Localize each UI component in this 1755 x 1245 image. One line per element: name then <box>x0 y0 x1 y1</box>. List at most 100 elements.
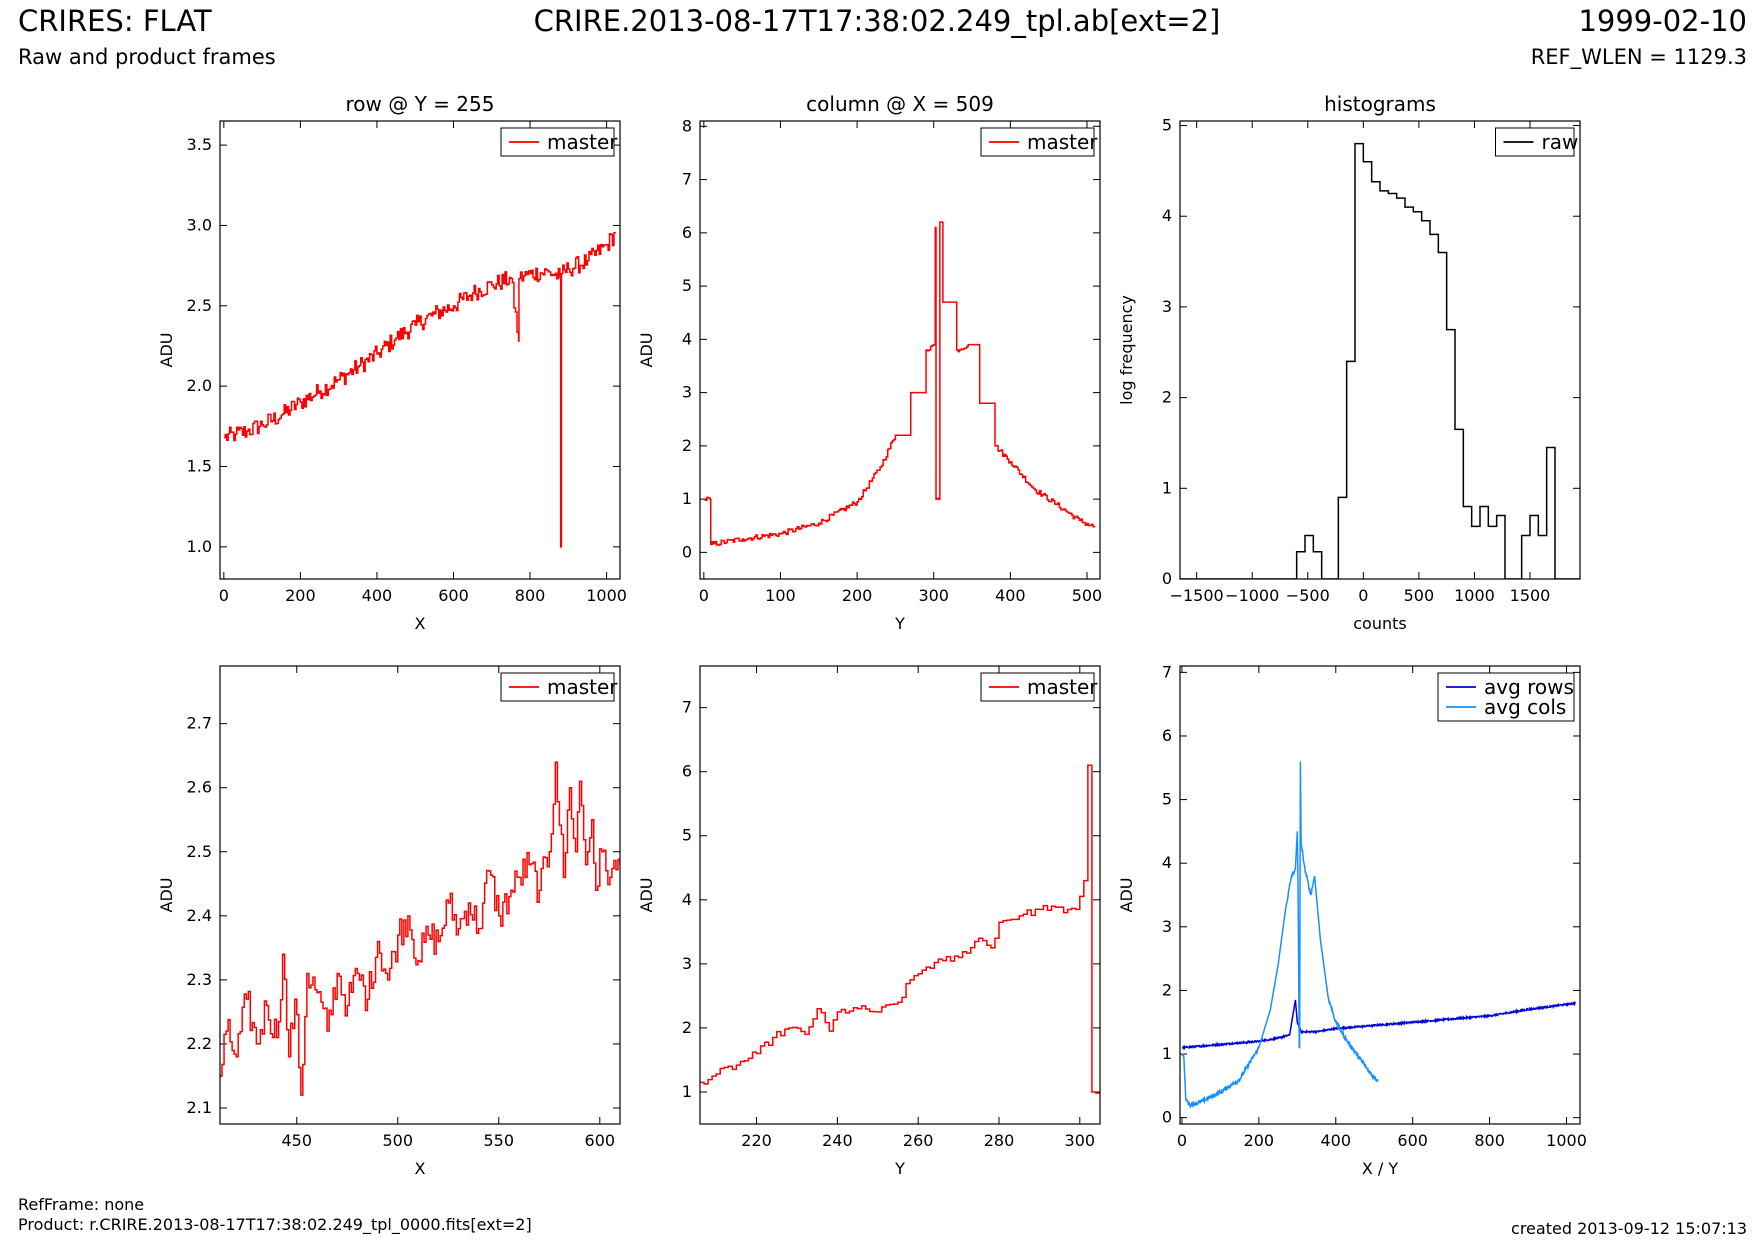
ref-wlen: REF_WLEN = 1129.3 <box>1530 45 1747 69</box>
x-tick-label: 200 <box>1244 1131 1275 1150</box>
y-tick-label: 2 <box>682 436 692 455</box>
x-tick-label: 100 <box>765 586 796 605</box>
y-tick-label: 2.5 <box>187 296 212 315</box>
y-tick-label: 3 <box>682 383 692 402</box>
legend-entry: master <box>1027 130 1098 154</box>
y-tick-label: 4 <box>682 329 692 348</box>
y-tick-label: 2.0 <box>187 376 212 395</box>
plot-title: column @ X = 509 <box>806 92 994 116</box>
y-axis-label: ADU <box>157 878 176 913</box>
plot-area <box>700 764 1100 1094</box>
plot-area <box>1180 142 1580 579</box>
y-tick-label: 6 <box>682 762 692 781</box>
series-line <box>700 764 1100 1094</box>
y-tick-label: 3.5 <box>187 135 212 154</box>
x-tick-label: 1000 <box>1454 586 1495 605</box>
y-tick-label: 5 <box>682 826 692 845</box>
legend: master <box>980 672 1098 702</box>
x-tick-label: 400 <box>1320 1131 1351 1150</box>
x-tick-label: 550 <box>484 1131 515 1150</box>
x-axis-label: counts <box>1353 614 1406 633</box>
chart-col-zoom: Y ADU 220 240 260 280 300 1 2 3 4 5 6 7 master <box>637 665 1101 1178</box>
legend: master <box>500 672 618 702</box>
x-tick-label: 600 <box>1397 1131 1428 1150</box>
y-tick-label: 1.5 <box>187 457 212 476</box>
y-axis-label: ADU <box>1117 878 1136 913</box>
chart-row-zoom: X ADU 450 500 550 600 2.1 2.2 2.3 2.4 2.5 2.6 2.7 mas… <box>157 665 621 1178</box>
legend: raw <box>1495 127 1578 157</box>
chart-hist: histograms counts log frequency −1500 −1000−… <box>1117 92 1581 633</box>
x-tick-label: 400 <box>995 586 1026 605</box>
x-tick-label: 200 <box>842 586 873 605</box>
y-tick-label: 2.1 <box>187 1098 212 1117</box>
y-tick-label: 7 <box>1162 662 1172 681</box>
plot-area <box>703 221 1096 546</box>
x-tick-label: 280 <box>984 1131 1015 1150</box>
plot-frame <box>1179 120 1581 580</box>
created-timestamp: created 2013-09-12 15:07:13 <box>1511 1219 1747 1238</box>
y-tick-label: 0 <box>682 542 692 561</box>
legend-box <box>1437 672 1575 722</box>
series-line <box>703 221 1096 546</box>
y-tick-label: 2.6 <box>187 778 212 797</box>
y-tick-label: 6 <box>682 223 692 242</box>
y-axis-label: ADU <box>637 878 656 913</box>
x-tick-label: 400 <box>362 586 393 605</box>
plot-title: histograms <box>1324 92 1436 116</box>
y-tick-label: 1.0 <box>187 537 212 556</box>
chart-avg: X / Y ADU 0 200 400 600 800 1000 0 1 2 3 4 5 6 7 avg row… <box>1117 662 1587 1178</box>
file-name: CRIRE.2013-08-17T17:38:02.249_tpl.ab[ext… <box>533 4 1221 38</box>
plot-area <box>1181 761 1576 1109</box>
x-axis-label: X / Y <box>1362 1159 1399 1178</box>
y-axis-label: log frequency <box>1117 295 1136 405</box>
page-title: CRIRES: FLAT <box>18 4 212 38</box>
x-tick-label: −1000 <box>1225 586 1279 605</box>
product-label: Product: r.CRIRE.2013-08-17T17:38:02.249… <box>18 1215 532 1234</box>
plot-frame <box>699 120 1101 580</box>
x-tick-label: 450 <box>281 1131 312 1150</box>
x-tick-label: 0 <box>219 586 229 605</box>
plot-frame <box>699 665 1101 1125</box>
chart-row-full: row @ Y = 255 X ADU 0 200 400 600 800 1000 1.0 1.5… <box>157 92 627 633</box>
y-tick-label: 2 <box>1162 980 1172 999</box>
plot-frame <box>1179 665 1581 1125</box>
series-line <box>220 761 620 1096</box>
x-tick-label: 800 <box>1474 1131 1505 1150</box>
y-tick-label: 5 <box>682 276 692 295</box>
histogram-series <box>1180 142 1580 579</box>
y-tick-label: 4 <box>1162 206 1172 225</box>
plot-frame <box>219 120 621 580</box>
legend: master <box>980 127 1098 157</box>
x-tick-label: 1000 <box>1546 1131 1587 1150</box>
y-tick-label: 2.7 <box>187 714 212 733</box>
x-tick-label: 220 <box>741 1131 772 1150</box>
y-tick-label: 5 <box>1162 116 1172 135</box>
x-tick-label: 300 <box>918 586 949 605</box>
y-tick-label: 3 <box>1162 297 1172 316</box>
legend-entry: master <box>547 130 618 154</box>
legend-entry: master <box>1027 675 1098 699</box>
x-tick-label: 500 <box>1072 586 1103 605</box>
x-tick-label: 800 <box>515 586 546 605</box>
x-axis-label: X <box>415 614 426 633</box>
y-tick-label: 2 <box>682 1018 692 1037</box>
y-tick-label: 2.3 <box>187 970 212 989</box>
y-tick-label: 3.0 <box>187 215 212 234</box>
y-tick-label: 1 <box>682 489 692 508</box>
plot-frame <box>219 665 621 1125</box>
x-tick-label: 600 <box>585 1131 616 1150</box>
series-line <box>223 231 617 548</box>
y-tick-label: 2 <box>1162 388 1172 407</box>
y-tick-label: 0 <box>1162 1108 1172 1127</box>
y-tick-label: 4 <box>1162 853 1172 872</box>
y-tick-label: 4 <box>682 890 692 909</box>
x-tick-label: 0 <box>1358 586 1368 605</box>
plot-area <box>223 231 617 548</box>
x-tick-label: 240 <box>822 1131 853 1150</box>
y-tick-label: 1 <box>1162 1044 1172 1063</box>
y-tick-label: 5 <box>1162 790 1172 809</box>
x-tick-label: 600 <box>438 586 469 605</box>
x-tick-label: 1500 <box>1510 586 1551 605</box>
series-line <box>1181 999 1576 1051</box>
